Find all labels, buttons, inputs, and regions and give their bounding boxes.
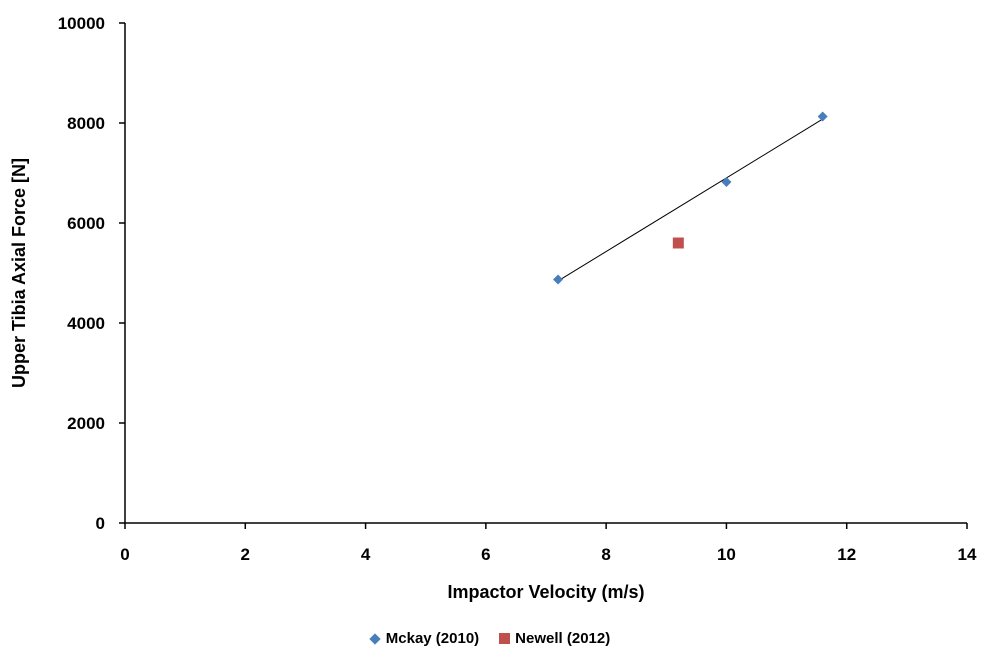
trendlines (557, 118, 823, 282)
x-tick-label: 0 (120, 545, 129, 564)
legend-label-newell: Newell (2012) (515, 630, 611, 647)
y-tick-label: 10000 (58, 14, 105, 33)
data-point-diamond (721, 177, 732, 187)
x-axis-label: Impactor Velocity (m/s) (447, 582, 644, 602)
legend-item-mckay: Mckay (2010) (369, 630, 480, 647)
data-point-square (672, 237, 684, 249)
trendline (557, 118, 823, 282)
x-tick-label: 14 (958, 545, 977, 564)
diamond-marker-icon (369, 632, 381, 645)
x-tick-label: 4 (361, 545, 371, 564)
legend-item-newell: Newell (2012) (499, 630, 610, 647)
y-axis-label: Upper Tibia Axial Force [N] (9, 158, 29, 388)
data-points (553, 111, 828, 285)
x-tick-label: 12 (837, 545, 856, 564)
data-point-diamond (817, 111, 828, 122)
square-marker-icon (499, 633, 511, 644)
y-tick-label: 0 (96, 514, 105, 533)
y-tick-label: 6000 (67, 214, 105, 233)
x-tick-label: 10 (717, 545, 736, 564)
x-tick-label: 2 (241, 545, 250, 564)
axes (124, 23, 967, 524)
x-tick-label: 6 (481, 545, 490, 564)
legend: Mckay (2010) Newell (2012) (0, 630, 981, 647)
y-tick-label: 4000 (67, 314, 105, 333)
legend-label-mckay: Mckay (2010) (385, 630, 480, 647)
scatter-plot: 0 2 4 6 8 10 12 14 0 2000 4000 6000 8000 10000 Impact… (9, 14, 977, 602)
ticks: 0 2 4 6 8 10 12 14 0 2000 4000 6000 8000 10000 (58, 14, 977, 564)
y-tick-label: 2000 (67, 414, 105, 433)
x-tick-label: 8 (601, 545, 610, 564)
y-tick-label: 8000 (67, 114, 105, 133)
data-point-diamond (553, 274, 564, 285)
